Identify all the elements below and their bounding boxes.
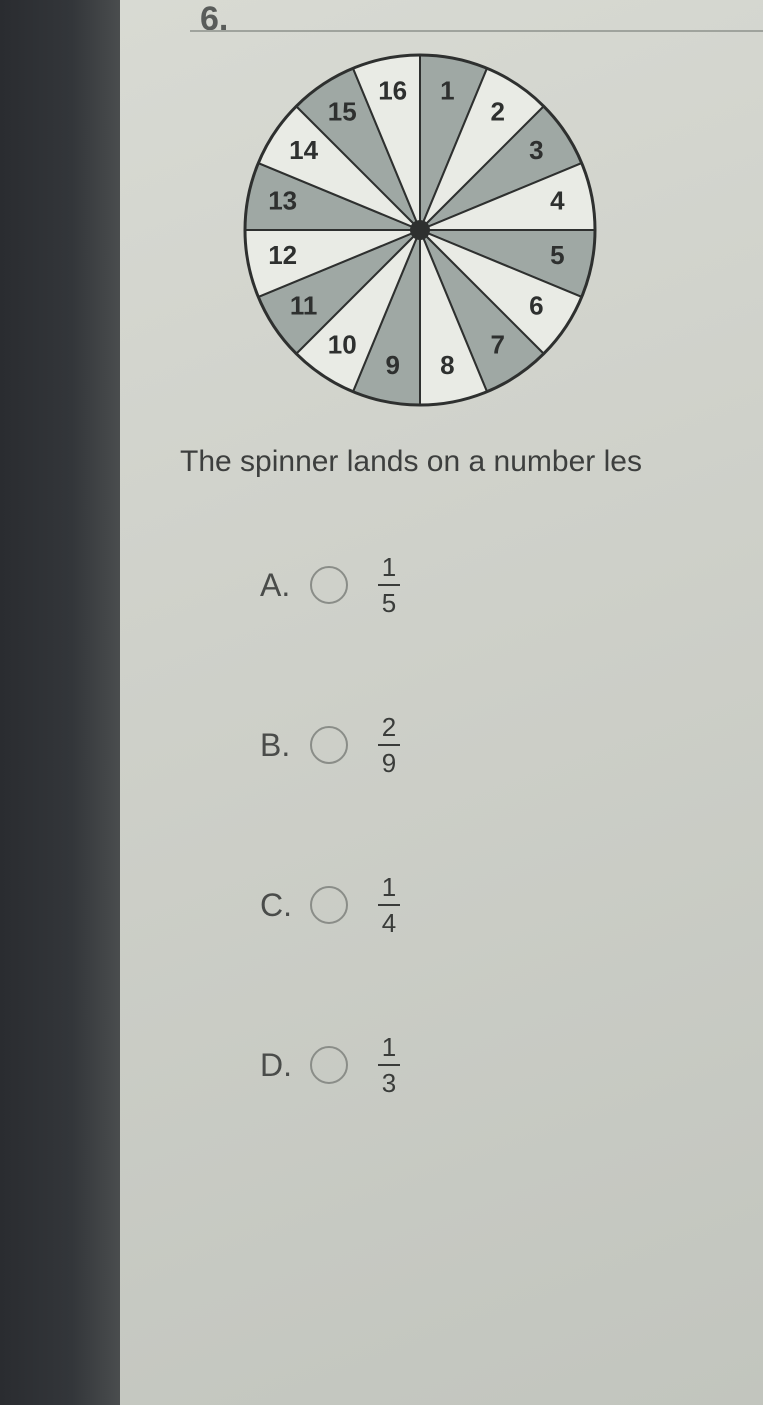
fraction-numerator: 1 [382, 874, 396, 902]
answer-fraction: 1 5 [378, 554, 400, 616]
spinner-label: 9 [385, 350, 399, 380]
question-text: The spinner lands on a number les [180, 445, 642, 479]
fraction-denominator: 3 [382, 1068, 396, 1096]
dark-margin [0, 0, 120, 1405]
spinner-label: 8 [440, 350, 454, 380]
radio-icon[interactable] [310, 726, 348, 764]
spinner-label: 3 [529, 135, 543, 165]
spinner-label: 15 [328, 96, 357, 126]
fraction-bar [378, 1064, 400, 1066]
spinner-label: 13 [268, 186, 297, 216]
answer-letter: A. [260, 567, 310, 604]
answer-fraction: 1 4 [378, 874, 400, 936]
fraction-numerator: 1 [382, 1034, 396, 1062]
spinner-label: 5 [550, 240, 564, 270]
spinner-label: 7 [491, 329, 505, 359]
answer-list: A. 1 5 B. 2 9 C. 1 4 [260, 555, 400, 1195]
spinner-label: 16 [378, 76, 407, 106]
spinner-label: 6 [529, 291, 543, 321]
answer-option-a[interactable]: A. 1 5 [260, 555, 400, 615]
page-body: 6. 12345678910111213141516 The spinner l… [120, 0, 763, 1405]
answer-letter: B. [260, 727, 310, 764]
answer-option-d[interactable]: D. 1 3 [260, 1035, 400, 1095]
fraction-bar [378, 744, 400, 746]
answer-option-b[interactable]: B. 2 9 [260, 715, 400, 775]
answer-letter: C. [260, 887, 310, 924]
fraction-denominator: 4 [382, 908, 396, 936]
spinner-label: 10 [328, 329, 357, 359]
spinner-label: 11 [290, 291, 318, 321]
question-number: 6. [200, 0, 228, 39]
fraction-bar [378, 584, 400, 586]
radio-icon[interactable] [310, 566, 348, 604]
fraction-numerator: 1 [382, 554, 396, 582]
radio-icon[interactable] [310, 1046, 348, 1084]
spinner-label: 2 [491, 96, 505, 126]
divider [190, 30, 763, 32]
spinner-hub [410, 220, 430, 240]
spinner-label: 1 [440, 76, 454, 106]
spinner-label: 12 [268, 240, 297, 270]
spinner-label: 4 [550, 186, 565, 216]
fraction-bar [378, 904, 400, 906]
answer-fraction: 1 3 [378, 1034, 400, 1096]
answer-option-c[interactable]: C. 1 4 [260, 875, 400, 935]
answer-letter: D. [260, 1047, 310, 1084]
fraction-denominator: 9 [382, 748, 396, 776]
spinner-diagram: 12345678910111213141516 [230, 40, 610, 420]
fraction-denominator: 5 [382, 588, 396, 616]
answer-fraction: 2 9 [378, 714, 400, 776]
fraction-numerator: 2 [382, 714, 396, 742]
radio-icon[interactable] [310, 886, 348, 924]
spinner-label: 14 [289, 135, 318, 165]
